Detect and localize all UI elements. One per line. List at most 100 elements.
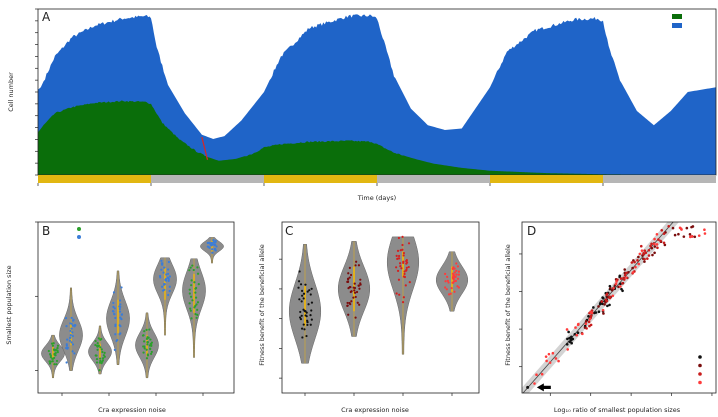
data-point (402, 251, 406, 255)
data-point-10.0 (614, 282, 618, 286)
data-point (299, 318, 303, 321)
data-point (119, 316, 122, 319)
data-point-0.1 (673, 233, 677, 237)
data-point (158, 274, 162, 278)
data-point (191, 264, 194, 267)
panel-a-ylabel: Cell number (7, 72, 15, 112)
data-point (348, 276, 351, 279)
data-point (400, 267, 403, 270)
panel-a: A Time (days) Cell number (7, 8, 717, 202)
data-point-1.0 (646, 257, 649, 260)
data-point (308, 289, 311, 292)
data-point-10.0 (533, 382, 536, 385)
data-point (149, 338, 152, 341)
data-point (455, 273, 458, 276)
data-point (457, 273, 460, 276)
data-point (150, 350, 153, 354)
data-point (212, 239, 215, 242)
data-point-0.01 (606, 304, 609, 308)
data-point (195, 316, 198, 319)
data-point (160, 262, 164, 265)
data-point (397, 278, 401, 281)
data-point (51, 360, 54, 363)
data-point (56, 344, 60, 347)
data-point-0.01 (565, 343, 569, 346)
data-point-10.0 (638, 252, 642, 256)
data-point (297, 280, 301, 283)
data-point (146, 354, 150, 357)
data-point (359, 282, 362, 285)
data-point (113, 348, 116, 352)
data-point (211, 251, 214, 254)
data-point (402, 275, 405, 278)
data-point (358, 287, 361, 290)
data-point (168, 285, 171, 288)
data-point-10.0 (545, 359, 548, 363)
data-point (451, 281, 454, 284)
data-point (306, 321, 309, 324)
data-point-10.0 (574, 326, 577, 329)
data-point (167, 279, 170, 282)
data-point (196, 301, 200, 304)
data-point (188, 288, 191, 291)
data-point (145, 337, 149, 340)
data-point-1.0 (644, 251, 648, 255)
data-point (146, 341, 149, 344)
data-point (143, 347, 146, 350)
data-point (399, 249, 402, 252)
data-point (189, 295, 193, 298)
data-point (353, 286, 357, 290)
data-point-10.0 (565, 328, 569, 331)
legend-swatch-beneficial (672, 23, 682, 28)
data-point (300, 314, 303, 317)
data-point (403, 270, 406, 273)
data-point (188, 269, 191, 272)
data-point (99, 357, 102, 360)
data-point-1.0 (659, 239, 662, 243)
data-point (118, 333, 121, 336)
data-point-10.0 (548, 361, 552, 364)
data-point-1.0 (643, 249, 647, 252)
data-point (452, 274, 455, 278)
data-point-1.0 (619, 277, 623, 280)
data-point (214, 239, 217, 242)
data-point-1.0 (662, 241, 666, 245)
data-point (193, 306, 196, 309)
data-point-1.0 (608, 296, 612, 300)
data-point (150, 341, 153, 344)
data-point (160, 268, 163, 271)
data-point (451, 267, 454, 270)
panel-b-letter: B (42, 224, 50, 238)
data-point-10.0 (653, 237, 656, 241)
data-point (53, 363, 56, 366)
data-point (66, 338, 69, 341)
data-point (66, 346, 69, 349)
data-point (48, 362, 52, 365)
data-point (194, 291, 197, 294)
data-point (141, 334, 145, 337)
data-point (406, 261, 409, 264)
data-point-0.1 (685, 226, 689, 230)
data-point (214, 249, 217, 252)
panel-d-xlabel: Log₁₀ ratio of smallest population sizes (554, 406, 681, 414)
data-point (120, 313, 124, 316)
data-point (211, 248, 214, 251)
data-point (214, 243, 217, 246)
data-point-10.0 (703, 228, 706, 231)
data-point (52, 342, 55, 345)
data-point (304, 283, 307, 286)
data-point (353, 282, 356, 285)
data-point-0.01 (567, 330, 570, 334)
data-point (305, 334, 308, 338)
data-point (49, 360, 52, 363)
data-point (118, 299, 122, 302)
data-point-0.1 (653, 245, 657, 248)
data-point (401, 235, 404, 238)
data-point (457, 286, 460, 289)
data-point-1.0 (588, 324, 591, 328)
data-point (395, 254, 398, 257)
phase-acetate (377, 175, 490, 183)
data-point-1.0 (605, 293, 608, 297)
data-point-1.0 (639, 244, 643, 248)
data-point (166, 276, 170, 280)
